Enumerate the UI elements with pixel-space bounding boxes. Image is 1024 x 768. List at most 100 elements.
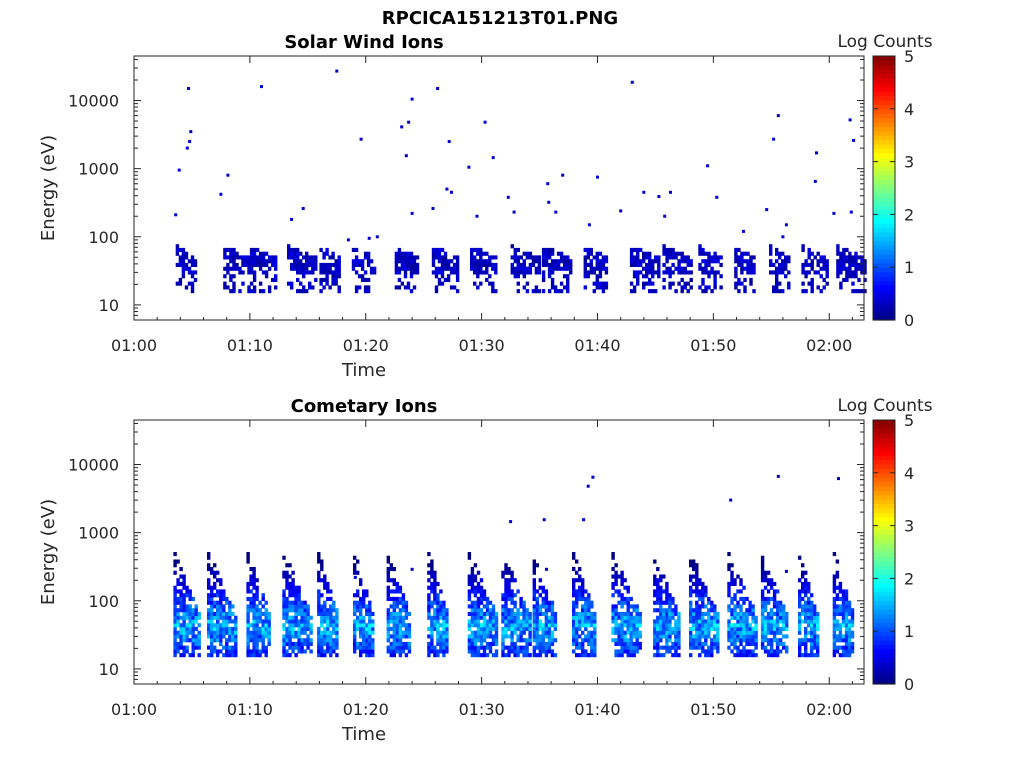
heatmap-cell: [525, 638, 529, 643]
heatmap-cell: [648, 281, 652, 286]
heatmap-cell: [470, 255, 474, 260]
heatmap-cell: [181, 255, 186, 260]
heatmap-cell: [473, 574, 478, 579]
heatmap-cell: [249, 649, 253, 654]
heatmap-cell: [290, 247, 294, 252]
heatmap-cell: [838, 623, 843, 628]
heatmap-cell: [535, 626, 539, 631]
heatmap-cell: [835, 638, 840, 643]
heatmap-cell: [766, 578, 771, 583]
heatmap-cell: [386, 638, 390, 643]
heatmap-cell: [510, 611, 514, 616]
heatmap-cell: [798, 555, 802, 560]
heatmap-cell: [488, 623, 493, 628]
heatmap-cell: [516, 262, 520, 267]
heatmap-cell: [317, 604, 321, 609]
heatmap-cell: [473, 563, 478, 568]
heatmap-cell: [437, 247, 442, 252]
heatmap-cell: [617, 589, 621, 594]
heatmap-cell: [244, 262, 248, 267]
heatmap-cell: [359, 615, 363, 620]
heatmap-cell: [692, 638, 696, 643]
heatmap-cell: [532, 645, 536, 650]
heatmap-cell: [442, 604, 446, 609]
heatmap-cell: [323, 615, 327, 620]
heatmap-cell: [473, 630, 478, 635]
heatmap-cell: [252, 578, 256, 583]
heatmap-cell: [689, 589, 693, 594]
heatmap-cell: [566, 289, 570, 294]
colorbar-segment: [873, 437, 895, 443]
heatmap-cell: [819, 289, 823, 294]
heatmap-cell: [601, 262, 606, 267]
heatmap-cell: [617, 638, 621, 643]
heatmap-cell: [207, 630, 211, 635]
heatmap-cell: [662, 653, 666, 658]
heatmap-cell: [430, 626, 434, 631]
heatmap-cell: [742, 634, 746, 639]
heatmap-cell: [386, 608, 390, 613]
heatmap-cell: [832, 589, 837, 594]
heatmap-cell: [501, 634, 505, 639]
heatmap-cell: [825, 266, 829, 271]
heatmap-cell: [329, 641, 333, 646]
heatmap-cell: [623, 623, 627, 628]
heatmap-cell: [395, 600, 399, 605]
heatmap-cell: [623, 638, 627, 643]
scatter-point: [596, 175, 599, 179]
heatmap-cell: [401, 649, 406, 654]
heatmap-cell: [614, 626, 618, 631]
heatmap-cell: [395, 585, 399, 590]
colorbar-segment: [873, 135, 895, 141]
heatmap-cell: [707, 623, 711, 628]
plot-frame: [133, 55, 865, 321]
heatmap-cell: [299, 281, 303, 286]
heatmap-cell: [657, 266, 661, 271]
heatmap-cell: [742, 649, 746, 654]
heatmap-cell: [860, 266, 864, 271]
scatter-point: [187, 87, 190, 90]
heatmap-cell: [578, 574, 582, 579]
heatmap-cell: [191, 611, 195, 616]
colorbar-segment: [873, 60, 895, 66]
heatmap-cell: [847, 600, 852, 605]
colorbar-segment: [873, 556, 895, 562]
heatmap-cell: [437, 255, 442, 260]
heatmap-cell: [485, 630, 490, 635]
heatmap-cell: [479, 255, 483, 260]
heatmap-cell: [510, 626, 514, 631]
heatmap-cell: [668, 604, 672, 609]
heatmap-cell: [716, 649, 720, 654]
heatmap-cell: [807, 281, 811, 286]
heatmap-cell: [629, 623, 633, 628]
colorbar-segment: [873, 631, 895, 637]
heatmap-cell: [569, 266, 573, 271]
heatmap-cell: [252, 600, 256, 605]
heatmap-cell: [835, 623, 840, 628]
heatmap-cell: [436, 593, 440, 598]
heatmap-cell: [494, 619, 499, 624]
heatmap-cell: [494, 270, 498, 275]
heatmap-cell: [258, 634, 262, 639]
heatmap-cell: [356, 615, 360, 620]
heatmap-cell: [293, 247, 297, 252]
heatmap-cell: [595, 266, 599, 271]
heatmap-cell: [537, 270, 542, 275]
heatmap-cell: [595, 285, 599, 290]
heatmap-cell: [182, 645, 186, 650]
heatmap-cell: [632, 285, 637, 290]
scatter-point: [587, 223, 591, 227]
heatmap-cell: [798, 630, 802, 635]
colorbar-segment: [873, 490, 895, 496]
heatmap-cell: [522, 649, 526, 654]
heatmap-cell: [246, 623, 250, 628]
heatmap-cell: [639, 270, 643, 275]
heatmap-cell: [328, 270, 332, 275]
heatmap-cell: [504, 623, 508, 628]
heatmap-cell: [654, 255, 658, 260]
heatmap-cell: [389, 619, 393, 624]
heatmap-cell: [704, 630, 708, 635]
heatmap-cell: [403, 274, 408, 279]
heatmap-cell: [473, 262, 477, 267]
heatmap-cell: [241, 262, 245, 267]
